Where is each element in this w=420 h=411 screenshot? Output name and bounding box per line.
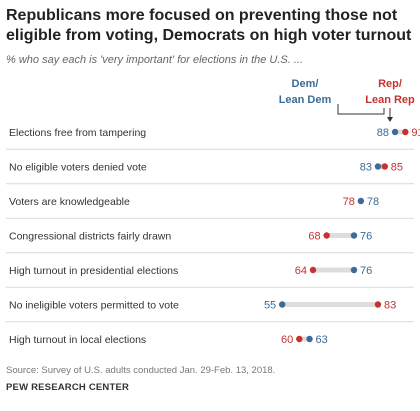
dem-value-label: 55 xyxy=(264,300,276,312)
rep-dot xyxy=(402,128,409,136)
chart-row: No ineligible voters permitted to vote 55… xyxy=(6,300,414,323)
category-label: No ineligible voters permitted to vote xyxy=(9,300,179,312)
legend-rep-line1: Rep/ xyxy=(378,78,402,90)
legend: Dem/ Lean Dem Rep/ Lean Rep xyxy=(279,78,415,122)
rep-value-label: 78 xyxy=(343,196,355,208)
legend-dem-line1: Dem/ xyxy=(292,78,319,90)
chart-title: Republicans more focused on preventing t… xyxy=(6,7,412,44)
rep-value-label: 68 xyxy=(308,231,320,243)
rep-dot xyxy=(374,301,382,308)
category-label: High turnout in local elections xyxy=(9,334,146,346)
legend-dem-line2: Lean Dem xyxy=(279,94,332,106)
dem-dot xyxy=(350,232,358,239)
legend-rep-line2: Lean Rep xyxy=(365,94,415,106)
category-label: High turnout in presidential elections xyxy=(9,265,178,277)
rep-dot xyxy=(296,335,303,343)
chart-rows: Elections free from tampering 88 91 No elig… xyxy=(6,127,420,346)
dem-value-label: 76 xyxy=(360,265,372,277)
category-label: Elections free from tampering xyxy=(9,127,146,139)
dem-dot xyxy=(357,197,365,205)
dem-dot xyxy=(374,163,382,170)
organization-label: PEW RESEARCH CENTER xyxy=(6,382,130,393)
legend-pointer-arrow xyxy=(387,117,393,122)
rep-value-label: 83 xyxy=(384,300,396,312)
rep-dot xyxy=(323,232,330,239)
source-note: Source: Survey of U.S. adults conducted … xyxy=(6,365,276,376)
dem-dot xyxy=(306,335,313,343)
dem-dot xyxy=(279,301,286,308)
dem-value-label: 63 xyxy=(316,334,328,346)
chart-row: Elections free from tampering 88 91 xyxy=(6,127,420,150)
chart-row: High turnout in presidential elections 64… xyxy=(6,265,414,288)
rep-dot xyxy=(381,163,388,170)
category-label: Congressional districts fairly drawn xyxy=(9,231,171,243)
category-label: No eligible voters denied vote xyxy=(9,162,147,174)
dem-value-label: 76 xyxy=(360,231,372,243)
category-label: Voters are knowledgeable xyxy=(9,196,130,208)
dem-value-label: 83 xyxy=(360,162,372,174)
chart-row: No eligible voters denied vote 83 85 xyxy=(6,162,414,185)
chart-row: Voters are knowledgeable 78 78 xyxy=(6,196,414,219)
dem-dot xyxy=(391,128,399,136)
legend-dem-pointer xyxy=(337,104,385,115)
dem-dot xyxy=(350,266,358,274)
chart-row: High turnout in local elections 60 63 xyxy=(9,334,328,346)
rep-value-label: 85 xyxy=(391,162,403,174)
chart-row: Congressional districts fairly drawn 68 76 xyxy=(6,231,414,254)
dem-value-label: 78 xyxy=(367,196,379,208)
rep-value-label: 64 xyxy=(295,265,307,277)
dem-value-label: 88 xyxy=(377,127,389,139)
chart-subtitle: % who say each is 'very important' for e… xyxy=(6,54,304,66)
rep-value-label: 91 xyxy=(411,127,420,139)
rep-value-label: 60 xyxy=(281,334,293,346)
rep-dot xyxy=(309,266,317,274)
